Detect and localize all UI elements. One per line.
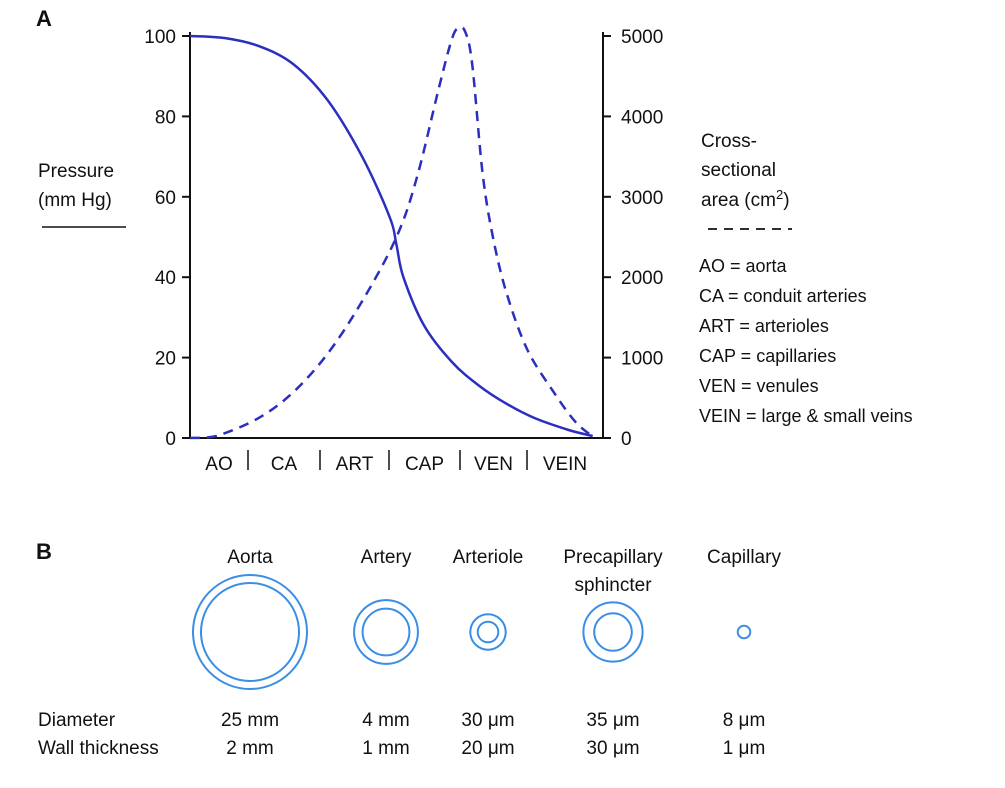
- right-tick-label: 3000: [621, 188, 663, 209]
- vessel-name: Precapillary: [563, 547, 663, 568]
- vessel-name: Capillary: [707, 547, 781, 568]
- vessel-cross-sections: Aorta 25 mm 2 mm Artery 4 mm 1 mm Arteriole 30 …: [192, 547, 781, 759]
- area-label-line2: sectional: [701, 160, 776, 181]
- vessel-capillary: Capillary 8 μm 1 μm: [707, 547, 781, 759]
- vessel-lumen: [476, 620, 500, 644]
- left-axis-ticks: 100 80 60 40 20 0: [144, 27, 190, 450]
- vessel-lumen: [593, 612, 633, 652]
- cross-sectional-area-curve: [189, 25, 594, 440]
- segment-label-ca: CA: [271, 454, 298, 475]
- vessel-diameter: 4 mm: [362, 710, 410, 731]
- vessel-diameter: 8 μm: [723, 710, 766, 731]
- vessel-wall-thickness: 2 mm: [226, 738, 274, 759]
- vessel-wall-thickness: 30 μm: [586, 738, 639, 759]
- legend-entry: VEN = venules: [699, 376, 819, 396]
- legend-entry: AO = aorta: [699, 256, 788, 276]
- vessel-outer-wall: [192, 574, 308, 690]
- segment-label-cap: CAP: [405, 454, 444, 475]
- legend-entry: VEIN = large & small veins: [699, 406, 913, 426]
- segment-label-ao: AO: [205, 454, 232, 475]
- area-label-line1: Cross-: [701, 131, 757, 152]
- abbreviation-legend: AO = aorta CA = conduit arteries ART = art…: [699, 256, 913, 426]
- left-tick-label: 20: [155, 349, 176, 370]
- right-tick-label: 4000: [621, 107, 663, 128]
- vessel-segment-row: AO CA ART CAP VEN VEIN: [205, 450, 587, 475]
- segment-label-vein: VEIN: [543, 454, 587, 475]
- left-tick-label: 0: [165, 429, 176, 450]
- right-tick-label: 0: [621, 429, 632, 450]
- vessel-lumen: [200, 582, 300, 682]
- vessel-name: Artery: [361, 547, 412, 568]
- right-tick-label: 2000: [621, 268, 663, 289]
- left-tick-label: 60: [155, 188, 176, 209]
- pressure-label-line1: Pressure: [38, 161, 114, 182]
- diameter-row-label: Diameter: [38, 710, 116, 731]
- vessel-diameter: 30 μm: [461, 710, 514, 731]
- vessel-arteriole: Arteriole 30 μm 20 μm: [453, 547, 524, 759]
- legend-entry: CA = conduit arteries: [699, 286, 867, 306]
- left-tick-label: 40: [155, 268, 176, 289]
- vessel-lumen: [361, 607, 411, 657]
- vessel-diameter: 35 μm: [586, 710, 639, 731]
- right-tick-label: 1000: [621, 349, 663, 370]
- vessel-wall-thickness: 1 μm: [723, 738, 766, 759]
- vessel-name: Arteriole: [453, 547, 524, 568]
- vessel-artery: Artery 4 mm 1 mm: [353, 547, 419, 759]
- plot-frame: [189, 32, 604, 439]
- panel-b-label: B: [36, 539, 52, 564]
- vessel-outer-wall: [353, 599, 419, 665]
- left-tick-label: 100: [144, 27, 176, 48]
- right-axis-title: Cross- sectional area (cm2): [701, 131, 792, 230]
- legend-entry: ART = arterioles: [699, 316, 829, 336]
- pressure-curve: [189, 34, 594, 438]
- vessel-diameter: 25 mm: [221, 710, 279, 731]
- panel-a-label: A: [36, 6, 52, 31]
- wall-thickness-row-label: Wall thickness: [38, 738, 159, 759]
- vessel-precapillary: Precapillary sphincter 35 μm 30 μm: [563, 547, 663, 759]
- left-axis-title: Pressure (mm Hg): [38, 161, 126, 228]
- segment-label-ven: VEN: [474, 454, 513, 475]
- area-label-line3: area (cm2): [701, 187, 790, 211]
- vessel-name: Aorta: [227, 547, 273, 568]
- vessel-wall-thickness: 20 μm: [461, 738, 514, 759]
- left-tick-label: 80: [155, 107, 176, 128]
- vessel-wall-thickness: 1 mm: [362, 738, 410, 759]
- vessel-outer-wall: [469, 613, 507, 651]
- vessel-aorta: Aorta 25 mm 2 mm: [192, 547, 308, 759]
- segment-label-art: ART: [336, 454, 374, 475]
- legend-entry: CAP = capillaries: [699, 346, 836, 366]
- vessel-outer-wall: [582, 601, 644, 663]
- pressure-label-line2: (mm Hg): [38, 190, 112, 211]
- vessel-name-line2: sphincter: [574, 575, 652, 596]
- right-tick-label: 5000: [621, 27, 663, 48]
- vessel-outer-wall: [736, 624, 752, 640]
- curves: [189, 25, 594, 440]
- right-axis-ticks: 5000 4000 3000 2000 1000 0: [603, 27, 663, 450]
